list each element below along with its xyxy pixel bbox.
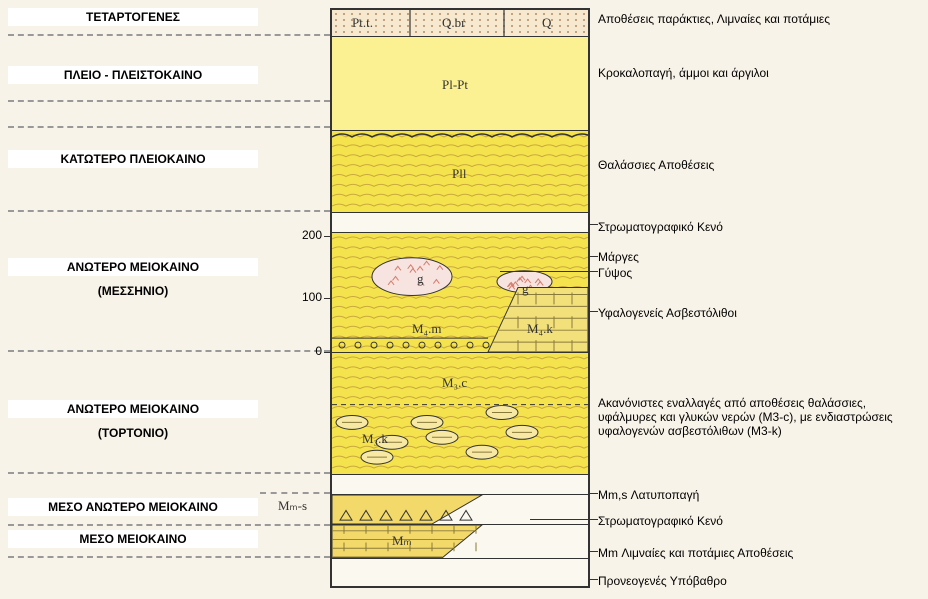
layer-code: Mₘ	[392, 533, 412, 549]
description-label: Υφαλογενείς Ασβεστόλιθοι	[598, 306, 918, 320]
strat-layer-gap1	[332, 212, 588, 232]
stratigraphic-page: Pt.t. Q.br Q Pl-Pt Pll g g M₄.m M₄.k M₃.c M₃.k Mₘ Τ…	[0, 0, 928, 599]
description-label: Στρωματογραφικό Κενό	[598, 514, 918, 528]
description-label: Γύψος	[598, 266, 918, 280]
correlation-line	[8, 34, 330, 36]
period-label: ΤΕΤΑΡΤΟΓΕΝΕΣ	[8, 8, 258, 26]
layer-code: g	[522, 281, 529, 297]
leader-line	[590, 256, 598, 257]
strat-layer-Pl-Pt: Pl-Pt	[332, 36, 588, 130]
description-label: Mm,s Λατυποπαγή	[598, 488, 918, 502]
description-label: Στρωματογραφικό Κενό	[598, 220, 918, 234]
description-label: Ακανόνιστες εναλλαγές από αποθέσεις θαλά…	[598, 396, 918, 438]
layer-code: Pll	[452, 166, 466, 182]
scale-tick	[324, 236, 330, 237]
period-label: ΑΝΩΤΕΡΟ ΜΕΙΟΚΑΙΝΟ	[8, 258, 258, 276]
strat-layer-gap2	[332, 474, 588, 494]
scale-label: 100	[292, 290, 322, 304]
leader-line	[590, 311, 598, 312]
correlation-line	[8, 556, 330, 558]
layer-code: Pt.t.	[352, 15, 373, 31]
correlation-line	[8, 524, 330, 526]
period-label: ΜΕΣΟ ΜΕΙΟΚΑΙΝΟ	[8, 530, 258, 548]
correlation-line	[260, 492, 330, 494]
scale-tick	[324, 352, 330, 353]
description-label: Θαλάσσιες Αποθέσεις	[598, 158, 918, 172]
description-label: Mm Λιμναίες και ποτάμιες Αποθέσεις	[598, 546, 918, 560]
unconformity-line	[332, 128, 588, 136]
leader-line	[590, 551, 598, 552]
period-sublabel: (ΜΕΣΣΗΝΙΟ)	[8, 282, 258, 300]
layer-code: Q	[542, 15, 551, 31]
period-label: ΑΝΩΤΕΡΟ ΜΕΙΟΚΑΙΝΟ	[8, 400, 258, 418]
description-label: Μάργες	[598, 250, 918, 264]
strat-layer-basement	[332, 558, 588, 586]
scale-tick	[324, 298, 330, 299]
layer-code: Pl-Pt	[442, 77, 468, 93]
leader-line	[590, 579, 598, 580]
scale-label: 200	[292, 228, 322, 242]
correlation-line	[8, 350, 330, 352]
layer-code: M₄.m	[412, 321, 441, 337]
scale-label: 0	[292, 344, 322, 358]
period-label: ΜΕΣΟ ΑΝΩΤΕΡΟ ΜΕΙΟΚΑΙΝΟ	[8, 498, 258, 516]
leader-line	[590, 224, 598, 225]
strat-layer-M3: M₃.c M₃.k	[332, 352, 588, 474]
correlation-line	[8, 210, 330, 212]
correlation-line	[8, 100, 330, 102]
layer-code: g	[417, 271, 424, 287]
period-label: ΠΛΕΙΟ - ΠΛΕΙΣΤΟΚΑΙΝΟ	[8, 66, 258, 84]
description-label: Αποθέσεις παράκτιες, Λιμναίες και ποτάμι…	[598, 12, 918, 26]
leader-line	[590, 493, 598, 494]
correlation-line	[8, 472, 330, 474]
correlation-line	[8, 126, 330, 128]
layer-code: M₃.k	[362, 431, 388, 447]
strat-layer-Pll: Pll	[332, 130, 588, 212]
stratigraphic-column: Pt.t. Q.br Q Pl-Pt Pll g g M₄.m M₄.k M₃.c M₃.k Mₘ	[330, 8, 590, 588]
layer-code-outside: Mₘ-s	[278, 498, 307, 514]
period-sublabel: (ΤΟΡΤΟΝΙΟ)	[8, 424, 258, 442]
strat-layer-M4: g g M₄.m M₄.k	[332, 232, 588, 352]
layer-code: Q.br	[442, 15, 465, 31]
leader-line	[530, 519, 598, 520]
leader-line	[500, 271, 598, 272]
description-label: Προνεογενές Υπόβαθρο	[598, 574, 918, 588]
strat-layer-Mm: Mₘ	[332, 524, 588, 558]
period-label: ΚΑΤΩΤΕΡΟ ΠΛΕΙΟΚΑΙΝΟ	[8, 150, 258, 168]
layer-code: M₄.k	[527, 321, 553, 337]
description-label: Κροκαλοπαγή, άμμοι και άργιλοι	[598, 66, 918, 80]
layer-code: M₃.c	[442, 375, 467, 391]
strat-layer-Q: Pt.t. Q.br Q	[332, 10, 588, 36]
